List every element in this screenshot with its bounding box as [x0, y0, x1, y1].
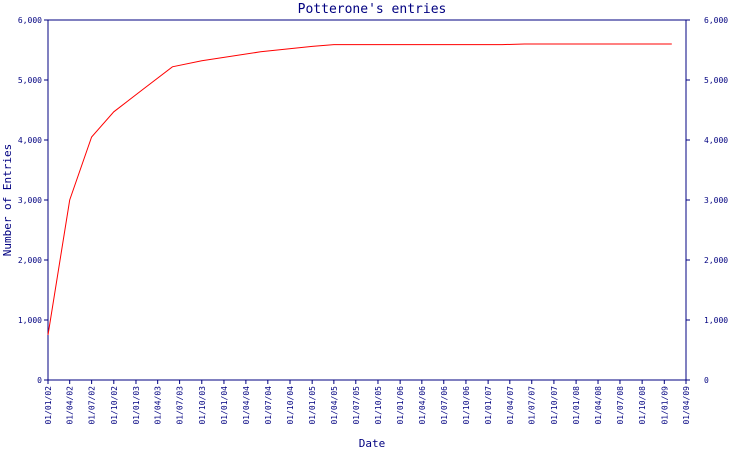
x-tick-label: 01/07/07	[528, 386, 537, 425]
y-tick-label: 6,000	[18, 16, 42, 25]
y-tick-label-right: 3,000	[704, 196, 728, 205]
x-axis-label: Date	[359, 437, 386, 450]
x-tick-label: 01/10/06	[462, 386, 471, 425]
y-tick-label-right: 6,000	[704, 16, 728, 25]
x-tick-label: 01/01/07	[484, 386, 493, 425]
x-tick-label: 01/10/07	[550, 386, 559, 425]
x-tick-label: 01/04/06	[418, 386, 427, 425]
x-tick-label: 01/04/05	[330, 386, 339, 425]
right-y-axis: 0 1,000 2,000 3,000 4,000 5,000 6,000	[686, 16, 728, 385]
x-tick-label: 01/10/03	[198, 386, 207, 425]
x-tick-label: 01/01/08	[572, 386, 581, 425]
y-tick-label: 5,000	[18, 76, 42, 85]
y-tick-label-right: 2,000	[704, 256, 728, 265]
plot-frame	[47, 19, 687, 381]
x-tick-label: 01/04/08	[594, 386, 603, 425]
x-tick-label: 01/10/02	[110, 386, 119, 425]
x-tick-label: 01/10/08	[638, 386, 647, 425]
x-tick-label: 01/10/04	[286, 386, 295, 425]
x-tick-label: 01/10/05	[374, 386, 383, 425]
x-tick-label: 01/01/02	[44, 386, 53, 425]
y-tick-label-right: 0	[704, 376, 709, 385]
y-tick-label: 2,000	[18, 256, 42, 265]
x-tick-label: 01/07/05	[352, 386, 361, 425]
x-tick-label: 01/01/09	[660, 386, 669, 425]
x-tick-label: 01/04/02	[66, 386, 75, 425]
left-y-axis: 0 1,000 2,000 3,000 4,000 5,000 6,000	[18, 16, 48, 385]
x-tick-label: 01/04/03	[154, 386, 163, 425]
x-tick-label: 01/04/04	[242, 386, 251, 425]
x-tick-label: 01/07/08	[616, 386, 625, 425]
x-axis: 01/01/02 01/04/02 01/07/02 01/10/02 01/01/03…	[44, 380, 691, 425]
x-tick-label: 01/07/02	[88, 386, 97, 425]
x-tick-label: 01/01/03	[132, 386, 141, 425]
x-tick-label: 01/07/03	[176, 386, 185, 425]
x-tick-label: 01/07/06	[440, 386, 449, 425]
y-tick-label-right: 4,000	[704, 136, 728, 145]
x-tick-label: 01/04/07	[506, 386, 515, 425]
y-tick-label: 3,000	[18, 196, 42, 205]
x-tick-label: 01/01/05	[308, 386, 317, 425]
entries-series-line	[47, 43, 672, 336]
y-tick-label: 1,000	[18, 316, 42, 325]
x-tick-label: 01/01/06	[396, 386, 405, 425]
y-axis-label: Number of Entries	[1, 144, 14, 257]
y-tick-label-right: 5,000	[704, 76, 728, 85]
x-tick-label: 01/04/09	[682, 386, 691, 425]
chart-title: Potterone's entries	[298, 2, 447, 17]
x-tick-label: 01/07/04	[264, 386, 273, 425]
y-tick-label: 4,000	[18, 136, 42, 145]
y-tick-label: 0	[37, 376, 42, 385]
x-tick-label: 01/01/04	[220, 386, 229, 425]
y-tick-label-right: 1,000	[704, 316, 728, 325]
series-layer	[47, 43, 672, 336]
